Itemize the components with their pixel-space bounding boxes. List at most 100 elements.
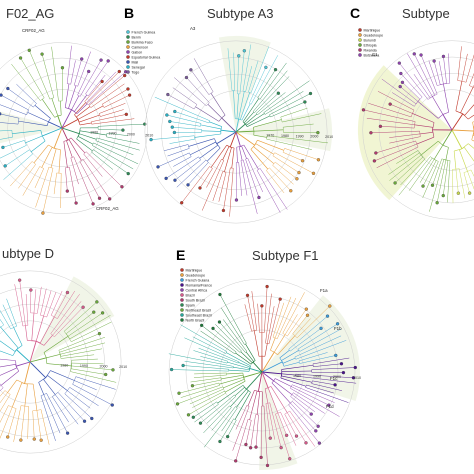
legend-label: Gabon [132,50,143,54]
tree-branch [103,105,105,108]
tree-branch [43,379,56,395]
tree-branch [54,115,58,118]
tree-branch [61,127,80,135]
tip-branch [93,142,139,165]
tip-marker [245,293,250,297]
tree-branch [222,146,230,160]
tree-branch [79,114,100,123]
tree-branch [290,386,292,389]
tree-branch [36,409,42,411]
tree-branch [284,334,288,337]
tip-marker [0,112,2,116]
tip-branch [193,374,227,378]
tip-marker [1,145,5,150]
tip-branch [2,304,14,328]
tip-branch [245,159,260,198]
tip-branch [374,143,417,162]
tree-branch [214,138,217,144]
tree-branch [53,147,57,150]
time-ring [0,42,148,214]
tree-branch [280,373,283,379]
tip-branch [422,161,439,198]
panel-b-title: Subtype A3 [207,6,274,21]
tip-branch [174,111,210,124]
tree-branch [257,139,284,151]
tip-branch [71,321,112,342]
tree-branch [36,340,45,346]
tree-branch [207,161,209,163]
tree-branch [257,371,263,392]
tip-marker [265,463,270,468]
tip-branch [0,310,11,330]
tip-branch [40,288,47,316]
tip-branch [199,168,213,189]
tip-branch [447,160,451,203]
tree-branch [253,129,284,132]
tree-branch [200,124,222,130]
tip-marker [65,290,70,295]
tree-branch [64,83,70,108]
tree-branch [195,106,220,122]
tip-marker [82,419,87,423]
tip-branch [256,93,279,114]
tip-marker [198,421,203,425]
legend-label: Rwanda [364,48,377,52]
tree-branch [222,159,224,161]
legend-swatch [126,70,130,74]
tree-branch [210,145,227,168]
time-ring [0,320,72,404]
tip-marker [284,433,289,437]
tip-branch [189,388,224,405]
tip-branch [252,70,288,112]
tree-branch [218,117,222,122]
tip-marker [314,429,318,433]
time-ring [23,89,101,167]
tree-branch [188,146,190,149]
tree-branch [57,114,62,117]
legend-swatch [358,28,362,32]
tree-branch [42,97,45,100]
tip-marker [87,69,91,74]
tip-branch [86,71,117,103]
tip-branch [27,406,29,439]
tip-branch [455,169,459,194]
tip-branch [242,44,252,92]
tree-branch [29,361,47,378]
tip-marker [304,307,308,311]
tip-marker [211,326,215,331]
tip-branch [51,46,59,102]
tip-branch [249,67,267,104]
tree-branch [88,105,91,107]
tree-branch [33,105,36,108]
tree-branch [273,334,286,353]
tip-marker [126,87,130,91]
tip-marker [242,49,246,53]
tip-branch [370,130,420,134]
tip-branch [95,140,134,156]
tip-branch [274,296,292,339]
tip-branch [0,405,9,423]
tree-branch [61,118,79,129]
panel-a-tree [0,45,147,215]
tip-marker [149,138,153,142]
tip-marker [27,48,31,52]
tip-marker [198,186,202,190]
tip-marker [335,322,340,326]
tip-marker [456,191,460,195]
legend-swatch [126,55,130,59]
tree-branch [210,93,226,116]
tree-branch [77,119,81,126]
tip-branch [290,388,340,417]
tip-branch [257,69,276,98]
tip-branch [46,291,57,318]
tip-branch [282,113,322,123]
tip-marker [186,413,191,417]
tree-branch [15,360,17,367]
tree-branch [437,114,444,119]
tree-branch [238,146,243,161]
tree-branch [16,349,31,363]
tree-branch [33,144,49,164]
tip-branch [0,394,11,412]
legend-swatch [358,48,362,52]
panel-c-time-rings [357,40,474,220]
